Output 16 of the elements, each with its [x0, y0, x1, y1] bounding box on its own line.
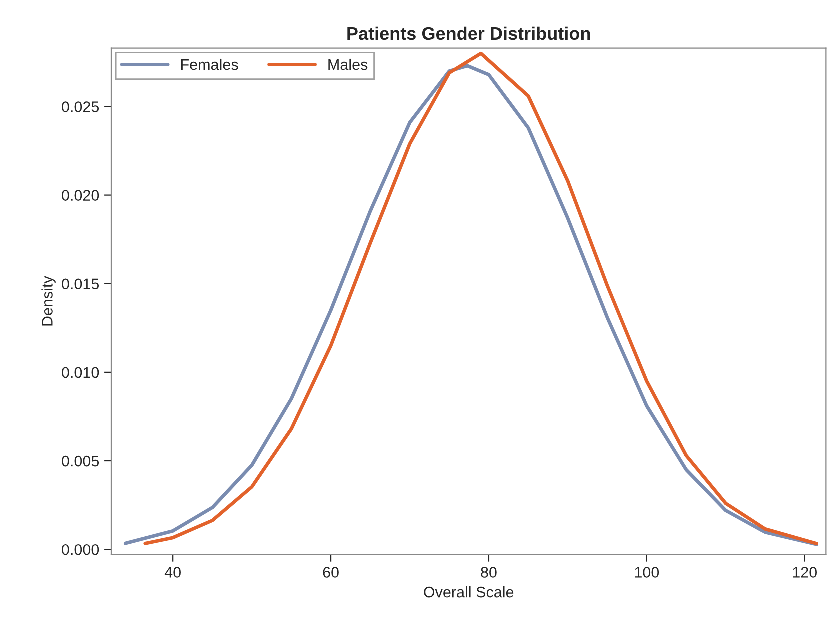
x-axis-title: Overall Scale [424, 586, 514, 598]
chart-title: Patients Gender Distribution [348, 26, 590, 40]
legend-label: Females [181, 58, 238, 70]
y-tick-label: 0.020 [62, 190, 100, 201]
y-axis-title: Density [42, 276, 56, 326]
x-tick-label: 100 [635, 567, 660, 578]
x-tick-label: 60 [323, 567, 339, 578]
y-tick-label: 0.015 [62, 278, 100, 290]
x-tick-label: 120 [793, 567, 818, 578]
x-tick-label: 40 [164, 567, 181, 578]
y-tick-label: 0.005 [62, 456, 100, 467]
y-tick-label: 0.000 [62, 544, 100, 556]
y-tick-label: 0.010 [62, 367, 100, 378]
legend-label: Males [328, 58, 368, 70]
y-tick-label: 0.025 [62, 102, 100, 112]
x-tick-label: 80 [481, 567, 497, 578]
